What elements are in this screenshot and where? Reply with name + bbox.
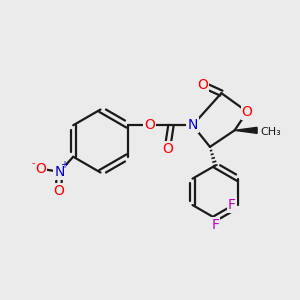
Text: O: O [144,118,155,132]
Text: O: O [242,105,253,119]
Text: O: O [53,184,64,198]
Text: O: O [197,78,208,92]
Text: CH₃: CH₃ [261,127,281,137]
Text: O: O [35,162,46,176]
Polygon shape [235,127,257,133]
Text: F: F [212,218,219,232]
Text: O: O [162,142,173,156]
Text: N: N [188,118,198,132]
Text: +: + [61,160,68,170]
Text: F: F [228,198,236,212]
Text: -: - [32,158,35,168]
Text: N: N [55,165,65,179]
